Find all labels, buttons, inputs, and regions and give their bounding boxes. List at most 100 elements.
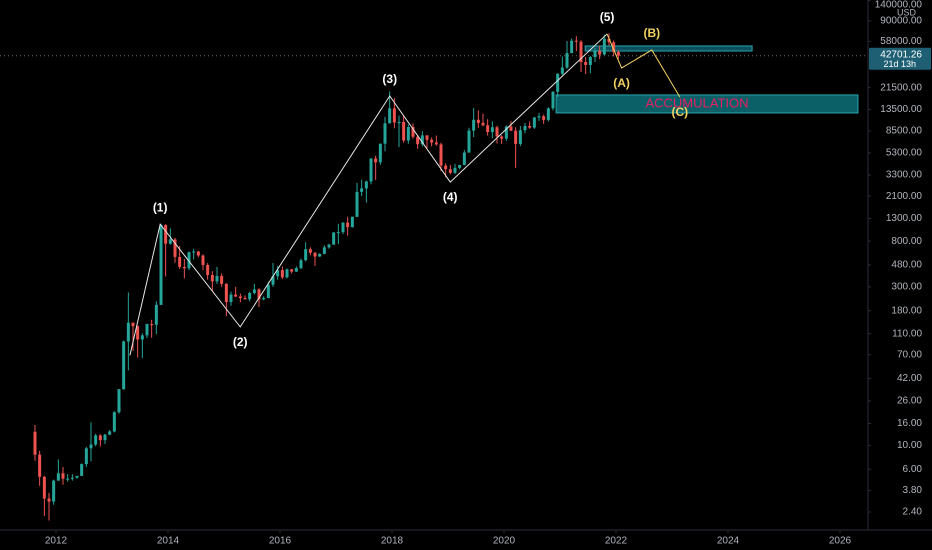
y-tick-label: 10.00 [897,440,922,451]
candle-body [294,268,298,272]
candle-body [574,40,578,42]
candle-body [472,119,476,131]
candle-body [612,42,616,52]
candle-body [332,232,336,245]
impulse-wave [129,33,608,356]
candle-body [420,135,424,145]
candle-body [61,473,65,479]
x-tick-label: 2024 [717,536,740,547]
candle-body [229,294,233,302]
candle-body [75,475,79,478]
candle-body [168,239,172,244]
candle-body [140,335,144,340]
candle-body [164,225,168,244]
candle-body [560,67,564,74]
candle-body [210,274,214,282]
candle-body [192,251,196,253]
candle-body [103,434,107,441]
candle-body [402,121,406,141]
y-tick-label: 3300.00 [886,170,923,181]
y-tick-label: 90000.00 [880,16,922,27]
candle-body [290,269,294,272]
candle-body [481,122,485,126]
currency-label: USD [897,7,917,17]
impulse-wave-label: (4) [443,190,458,204]
y-tick-label: 1300.00 [886,213,923,224]
candle-body [430,139,434,143]
candle-body [201,255,205,265]
candle-body [551,91,555,109]
correction-wave-label: (B) [644,26,661,40]
candle-body [486,125,490,133]
correction-wave [606,33,681,98]
candle-body [378,143,382,163]
y-tick-label: 58000.00 [880,36,922,47]
candle-body [280,270,284,278]
y-tick-label: 8500.00 [886,126,923,137]
candle-body [276,270,280,277]
candle-body [514,130,518,144]
candle-body [257,289,261,300]
candle-body [327,244,331,248]
candle-body [383,123,387,144]
candle-body [38,454,42,477]
candle-body [602,38,606,55]
candle-body [89,444,93,449]
y-tick-label: 21500.00 [880,82,922,93]
candle-body [206,264,210,275]
impulse-wave-label: (1) [153,200,168,214]
candle-body [266,284,270,299]
y-tick-label: 26.00 [897,396,922,407]
candle-body [607,38,611,43]
y-tick-label: 2100.00 [886,191,923,202]
candle-body [66,478,70,480]
candle-body [425,135,429,140]
candle-body [248,292,252,300]
candle-body [224,283,228,302]
candle-body [397,121,401,123]
candle-body [416,136,420,145]
candle-body [570,40,574,54]
candle-body [131,322,135,327]
candle-body [616,51,620,56]
y-tick-label: 42.00 [897,373,922,384]
candle-body [388,108,392,124]
candle-body [500,136,504,139]
candle-body [220,276,224,284]
zone-label: ACCUMULATION [645,95,748,110]
candle-body [94,435,98,445]
candle-body [145,324,149,336]
candle-body [444,165,448,170]
y-tick-label: 140000.00 [875,0,923,11]
candle-body [490,127,494,133]
last-price-tag [869,47,931,70]
candle-body [154,304,158,325]
candle-body [70,477,74,479]
candle-body [355,191,359,217]
candle-body [346,222,350,228]
candle-body [117,389,121,413]
candle-body [476,119,480,123]
candle-body [588,57,592,65]
candle-body [308,249,312,253]
candle-body [56,473,60,481]
candle-body [80,464,84,476]
correction-wave-label: (A) [613,76,630,90]
y-tick-label: 70.00 [897,349,922,360]
x-tick-label: 2012 [45,536,68,547]
candle-body [196,251,200,256]
candle-body [262,298,266,300]
last-price-label: 42701.26 [880,49,922,60]
candle-body [122,341,126,390]
candle-body [341,222,345,233]
y-tick-label: 5300.00 [886,148,923,159]
candle-body [243,298,247,300]
candle-body [528,126,532,128]
candle-body [406,127,410,141]
candle-body [453,167,457,173]
candle-body [374,158,378,163]
candle-body [467,130,471,153]
